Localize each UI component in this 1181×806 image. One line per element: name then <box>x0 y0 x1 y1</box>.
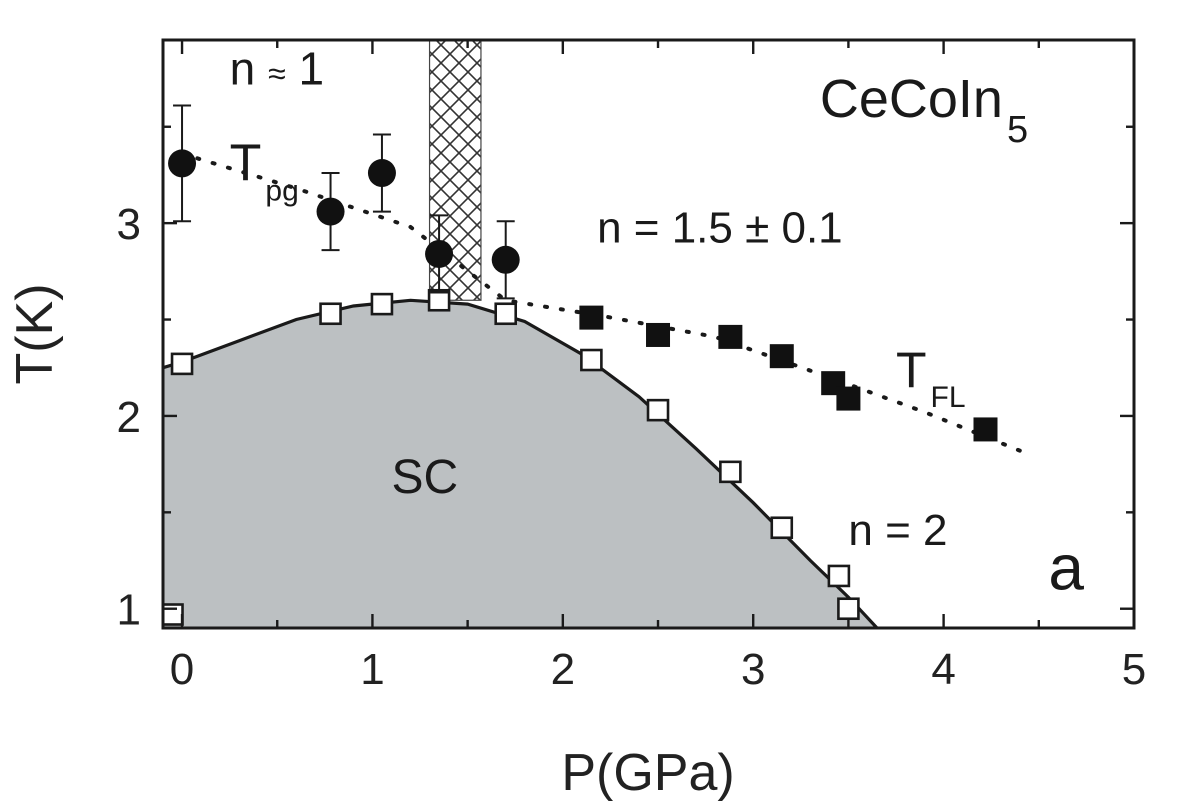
x-tick-label: 1 <box>360 645 384 694</box>
tpg-filled-circle-point <box>491 245 520 274</box>
y-tick-label: 1 <box>117 586 141 635</box>
n-15-label: n = 1.5 ± 0.1 <box>597 203 843 252</box>
tfl-filled-square-point <box>579 305 604 330</box>
tc-open-square-point <box>770 516 794 540</box>
x-tick-label: 2 <box>551 645 575 694</box>
tfl-label: T FL <box>896 342 966 414</box>
y-tick-label: 3 <box>117 200 141 249</box>
x-tick-label: 4 <box>931 645 955 694</box>
sc-boundary-curve <box>163 298 879 628</box>
chart-annotations: n ≈ 1 T pg CeCoIn5 n = 1.5 ± 0.1 T FL SC n = 2 a <box>230 42 1085 603</box>
n-approx-1-label: n ≈ 1 <box>230 42 324 94</box>
tpg-filled-circle-point <box>425 239 454 268</box>
data-markers <box>163 104 998 626</box>
tc-open-square-point <box>646 398 670 422</box>
plot-frame <box>161 38 1136 630</box>
tfl-filled-square-point <box>769 344 794 369</box>
panel-label: a <box>1048 531 1084 603</box>
tc-open-square-point <box>837 597 860 621</box>
tc-open-square-point <box>370 292 394 316</box>
axis-ticks <box>163 40 1136 628</box>
tfl-filled-square-point <box>646 322 671 347</box>
x-axis-title: P(GPa) <box>561 744 734 802</box>
tc-open-square-point <box>319 302 342 326</box>
tc-open-square-point <box>494 302 518 326</box>
n-2-label: n = 2 <box>848 506 947 555</box>
y-axis-title: T(K) <box>6 283 64 384</box>
tpg-filled-circle-point <box>168 149 197 178</box>
tpg-filled-circle-point <box>367 159 396 188</box>
tc-open-square-point <box>170 352 194 376</box>
tc-open-square-point <box>163 603 184 626</box>
y-tick-label: 2 <box>117 393 141 442</box>
tfl-filled-square-point <box>973 417 998 442</box>
tfl-filled-square-point <box>718 324 743 349</box>
compound-label: CeCoIn5 <box>820 69 1028 151</box>
x-tick-label: 0 <box>170 645 194 694</box>
tpg-filled-circle-point <box>316 197 345 226</box>
tc-open-square-point <box>580 348 603 372</box>
superconducting-region <box>163 300 877 628</box>
x-tick-label: 3 <box>741 645 765 694</box>
tfl-filled-square-point <box>836 386 861 411</box>
x-tick-label: 5 <box>1122 645 1146 694</box>
tc-open-square-point <box>827 564 851 588</box>
sc-label: SC <box>391 451 458 504</box>
tc-open-square-point <box>719 460 742 484</box>
